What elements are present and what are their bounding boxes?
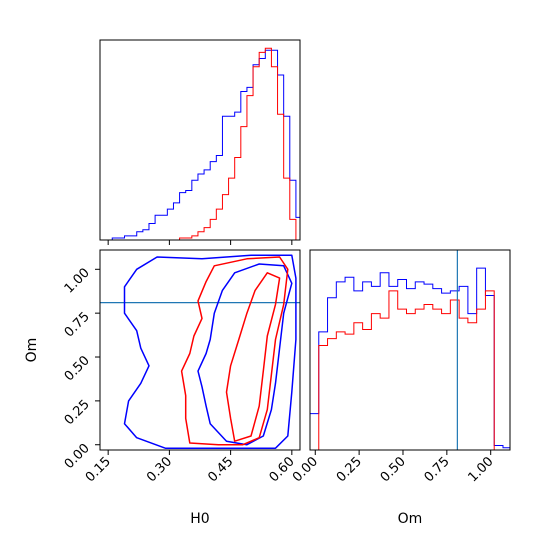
panel-hist-h0 bbox=[99, 39, 301, 245]
contour-series_b-outer bbox=[180, 256, 289, 446]
hist-om-x-tick-label-4: 1.00 bbox=[465, 454, 496, 485]
hist-om-x-tick-label-1: 0.25 bbox=[334, 454, 365, 485]
hist-om-x-tick-label-2: 0.50 bbox=[378, 454, 409, 485]
contour-y-tick-label-3: 0.75 bbox=[62, 309, 93, 340]
frame-hist-h0 bbox=[99, 39, 301, 241]
contour-x-tick-label-0: 0.15 bbox=[83, 454, 114, 485]
contour-y-tick-label-1: 0.25 bbox=[62, 397, 93, 428]
contour-y-tick-label-4: 1.00 bbox=[62, 266, 93, 297]
hist-h0-series-2 bbox=[100, 47, 300, 240]
contour-x-tick-label-1: 0.30 bbox=[144, 454, 175, 485]
contour-series_a-outer bbox=[123, 254, 297, 449]
panel-hist-om: 0.00 0.25 0.50 0.75 1.00 bbox=[290, 249, 511, 485]
contour-x-tick-label-2: 0.45 bbox=[205, 454, 236, 485]
hist-om-series-1 bbox=[310, 267, 510, 450]
frame-hist-om bbox=[309, 249, 511, 451]
panel-contour: 0.15 0.30 0.45 0.60 0.00 0.25 0.50 0.75 1.00 bbox=[62, 249, 301, 485]
contour-y-tick-label-2: 0.50 bbox=[62, 353, 93, 384]
contour-series_a-inner bbox=[197, 263, 293, 446]
x-axis-label-om: Om bbox=[398, 511, 423, 527]
y-axis-label-om: Om bbox=[24, 338, 40, 363]
hist-om-x-tick-label-0: 0.00 bbox=[290, 454, 321, 485]
hist-om-series-2 bbox=[310, 290, 510, 450]
contour-x-tick-label-3: 0.60 bbox=[267, 454, 298, 485]
x-axis-label-h0: H0 bbox=[190, 511, 209, 527]
contour-y-tick-label-0: 0.00 bbox=[62, 441, 93, 472]
contour-series_b-inner bbox=[225, 272, 281, 442]
hist-om-x-tick-label-3: 0.75 bbox=[422, 454, 453, 485]
hist-h0-series-1 bbox=[100, 49, 300, 240]
frame-contour bbox=[99, 249, 301, 451]
